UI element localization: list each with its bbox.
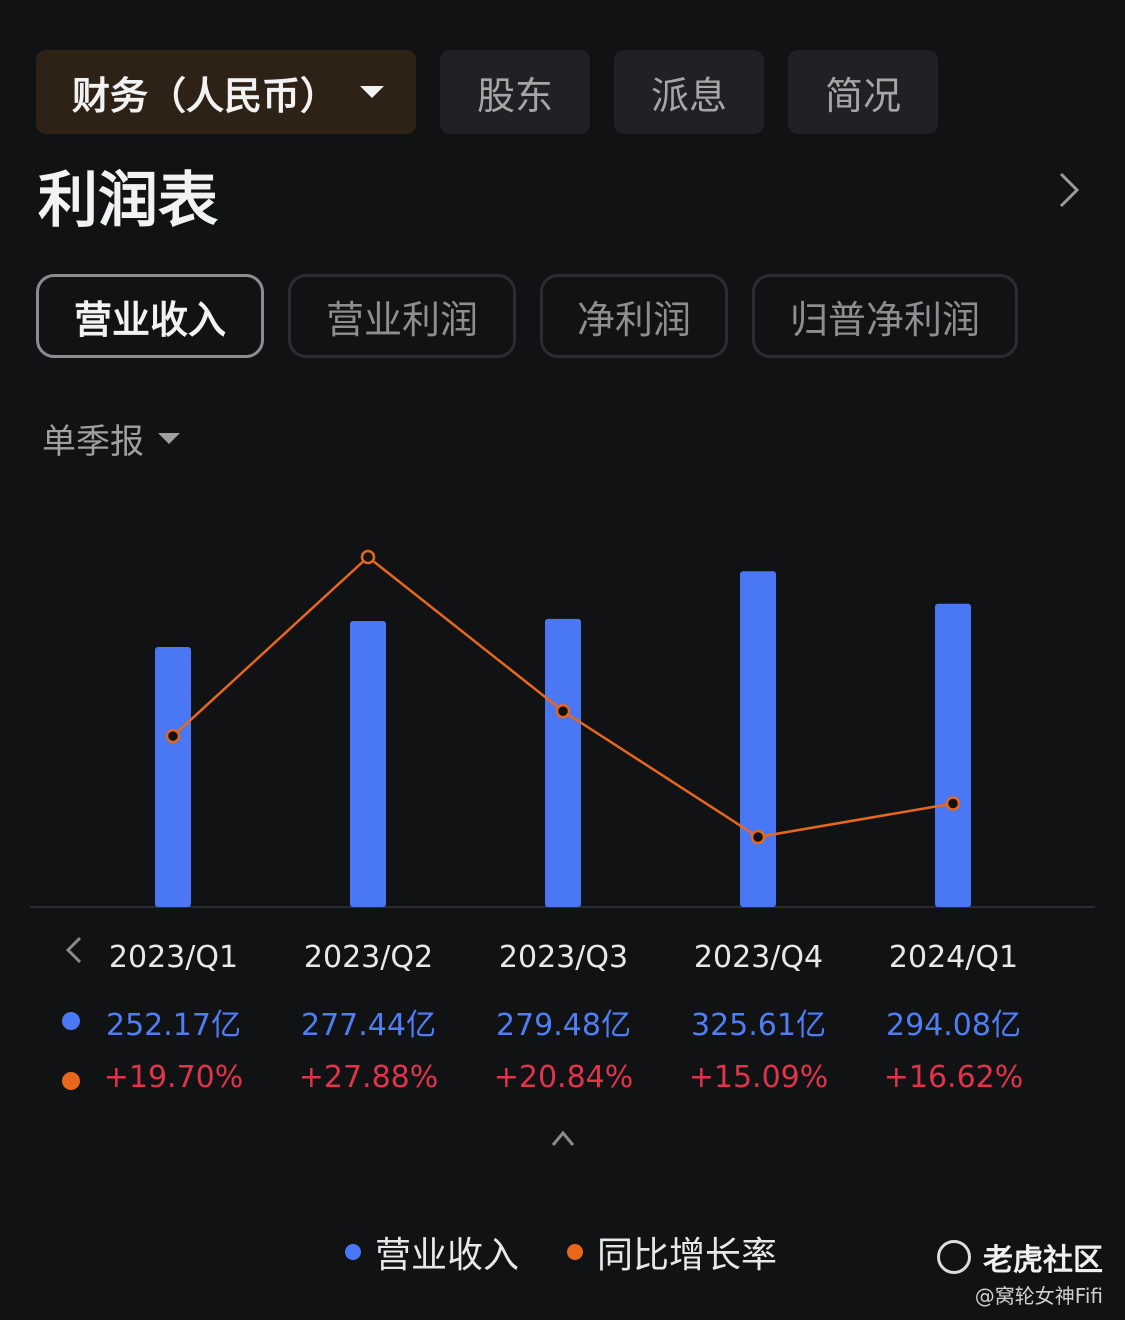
caret-down-icon: [360, 86, 385, 98]
growth-value: +27.88%: [298, 1060, 439, 1095]
chevron-up-icon[interactable]: [550, 1128, 576, 1148]
growth-point[interactable]: [165, 728, 181, 744]
growth-dot-icon: [567, 1244, 584, 1260]
watermark-brand: 老虎社区: [937, 1235, 1103, 1279]
revenue-chart: [30, 549, 1095, 908]
top-tab-bar: 财务（人民币） 股东 派息 简况: [36, 50, 938, 134]
tab-dividends[interactable]: 派息: [614, 50, 764, 134]
legend-item-growth: 同比增长率: [567, 1226, 777, 1278]
quarter-label: 2023/Q4: [693, 940, 824, 975]
revenue-row: 252.17亿 277.44亿 279.48亿 325.61亿 294.08亿: [0, 1000, 1125, 1060]
chevron-right-icon[interactable]: [1049, 170, 1089, 210]
growth-point[interactable]: [555, 703, 571, 719]
period-selector[interactable]: 单季报: [42, 414, 180, 463]
revenue-value: 252.17亿: [106, 1008, 241, 1043]
revenue-bar[interactable]: [350, 620, 386, 907]
legend-label: 营业收入: [375, 1235, 520, 1276]
legend-label: 同比增长率: [597, 1235, 778, 1276]
revenue-value: 279.48亿: [496, 1008, 631, 1043]
page-title: 利润表: [38, 166, 218, 236]
growth-point[interactable]: [945, 796, 961, 811]
revenue-bar[interactable]: [740, 571, 776, 907]
growth-point[interactable]: [360, 549, 376, 565]
quarter-label: 2024/Q1: [888, 940, 1019, 975]
growth-row: +19.70% +27.88% +20.84% +15.09% +16.62%: [0, 1060, 1125, 1120]
quarter-label: 2023/Q2: [303, 940, 434, 975]
growth-value: +20.84%: [493, 1060, 634, 1095]
chevron-left-icon[interactable]: [62, 935, 86, 965]
watermark-brand-label: 老虎社区: [983, 1243, 1103, 1278]
legend-item-revenue: 营业收入: [345, 1226, 519, 1278]
metric-tab-revenue[interactable]: 营业收入: [36, 274, 264, 358]
growth-value: +19.70%: [103, 1060, 244, 1095]
tab-profile[interactable]: 简况: [788, 50, 938, 134]
tab-shareholders[interactable]: 股东: [440, 50, 590, 134]
tab-finance[interactable]: 财务（人民币）: [36, 50, 416, 134]
metric-tab-net-profit[interactable]: 净利润: [540, 274, 728, 358]
revenue-bar[interactable]: [545, 618, 581, 907]
watermark-user: @窝轮女神Fifi: [974, 1284, 1103, 1308]
revenue-value: 294.08亿: [886, 1008, 1021, 1043]
growth-value: +16.62%: [883, 1060, 1024, 1095]
quarter-row: 2023/Q1 2023/Q2 2023/Q3 2023/Q4 2024/Q1: [0, 930, 1125, 990]
metric-tab-operating-profit[interactable]: 营业利润: [288, 274, 516, 358]
metric-tab-attributable-net-profit[interactable]: 归普净利润: [752, 274, 1018, 358]
revenue-bar[interactable]: [155, 647, 191, 907]
chart-legend: 营业收入 同比增长率: [345, 1226, 825, 1278]
quarter-label: 2023/Q1: [108, 940, 239, 975]
growth-value: +15.09%: [688, 1060, 829, 1095]
revenue-dot-icon: [345, 1244, 361, 1260]
revenue-value: 325.61亿: [691, 1008, 826, 1043]
tiger-logo-icon: [937, 1240, 971, 1274]
revenue-value: 277.44亿: [301, 1008, 436, 1043]
revenue-dot-icon: [62, 1012, 80, 1030]
revenue-bar[interactable]: [935, 603, 971, 907]
metric-tab-bar: 营业收入 营业利润 净利润 归普净利润: [36, 274, 1018, 358]
quarter-label: 2023/Q3: [498, 940, 629, 975]
tab-finance-label: 财务（人民币）: [72, 73, 339, 118]
growth-dot-icon: [62, 1072, 80, 1090]
caret-down-icon: [158, 433, 180, 444]
growth-point[interactable]: [750, 829, 766, 845]
period-selector-label: 单季报: [42, 422, 144, 462]
